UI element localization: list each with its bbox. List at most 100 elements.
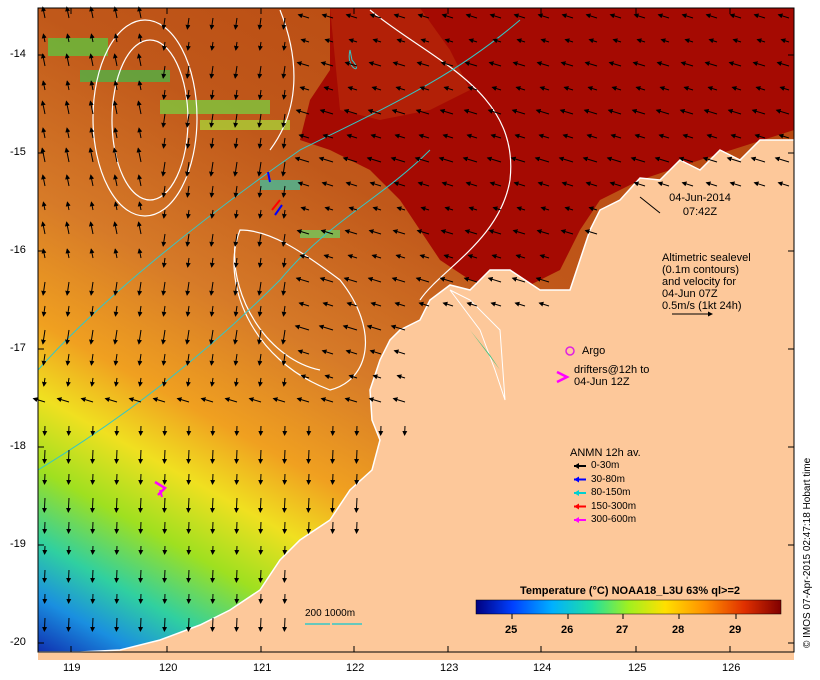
velocity-arrow — [114, 497, 119, 513]
velocity-arrow — [186, 473, 192, 485]
velocity-arrow — [320, 61, 334, 67]
velocity-arrow — [306, 473, 312, 485]
velocity-arrow — [65, 353, 71, 366]
velocity-arrow — [233, 89, 239, 100]
velocity-arrow — [137, 248, 143, 259]
velocity-arrow — [330, 497, 335, 513]
velocity-arrow — [511, 276, 526, 283]
velocity-arrow — [754, 133, 766, 139]
velocity-arrow — [88, 100, 94, 115]
velocity-arrow — [233, 281, 239, 296]
velocity-arrow — [113, 80, 119, 91]
velocity-arrow — [138, 617, 144, 632]
velocity-arrow — [562, 133, 574, 139]
velocity-arrow — [137, 174, 143, 187]
velocity-arrow — [258, 617, 264, 632]
velocity-arrow — [233, 41, 239, 51]
velocity-arrow — [114, 473, 120, 485]
velocity-arrow — [584, 61, 598, 67]
velocity-arrow — [299, 254, 310, 259]
velocity-arrow — [705, 181, 718, 187]
velocity-arrow — [466, 301, 478, 307]
anmn-legend-arrowhead — [574, 476, 579, 483]
velocity-arrow — [161, 89, 167, 100]
velocity-arrow — [233, 305, 239, 317]
land-mass — [38, 140, 794, 660]
velocity-arrow — [439, 276, 454, 283]
velocity-arrow — [560, 61, 574, 67]
velocity-arrow — [393, 349, 406, 355]
drifter-markers — [154, 171, 283, 498]
velocity-arrow — [487, 276, 502, 283]
velocity-arrow — [320, 229, 334, 235]
velocity-arrow — [161, 233, 167, 247]
velocity-arrow — [41, 353, 47, 366]
velocity-arrow — [321, 349, 334, 355]
velocity-arrow — [587, 86, 598, 91]
velocity-arrow — [467, 254, 478, 259]
anmn-legend-arrowhead — [574, 503, 579, 510]
velocity-arrow — [463, 276, 478, 283]
velocity-arrow — [64, 221, 70, 235]
velocity-arrow — [137, 33, 143, 43]
velocity-arrow — [257, 329, 262, 345]
velocity-arrow — [367, 108, 382, 115]
velocity-arrow — [323, 254, 334, 259]
velocity-arrow — [281, 89, 287, 100]
velocity-arrow — [728, 61, 742, 67]
velocity-arrow — [281, 281, 287, 296]
velocity-arrow — [583, 108, 598, 115]
sealevel-annotation: Altimetric sealevel (0.1m contours) and ve… — [662, 252, 751, 312]
velocity-arrow — [512, 229, 526, 235]
velocity-arrow — [281, 113, 287, 128]
velocity-arrow — [516, 206, 526, 212]
sealevel-line: Altimetric sealevel — [662, 252, 751, 264]
velocity-arrow — [136, 147, 142, 163]
velocity-arrow — [257, 377, 263, 387]
velocity-arrow — [678, 156, 694, 163]
velocity-arrow — [348, 38, 358, 44]
velocity-arrow — [320, 397, 334, 403]
velocity-arrow — [756, 38, 766, 44]
velocity-arrow — [65, 377, 71, 387]
velocity-arrow — [186, 617, 192, 632]
velocity-arrow — [369, 181, 382, 187]
temperature-colorbar — [475, 599, 782, 615]
colorbar-tick-label: 29 — [729, 624, 742, 636]
velocity-arrow — [234, 449, 240, 464]
velocity-arrow — [656, 61, 670, 67]
velocity-arrow — [306, 497, 311, 513]
velocity-arrow — [282, 473, 288, 485]
velocity-arrow — [65, 248, 71, 259]
velocity-arrow — [564, 206, 574, 212]
velocity-arrow — [466, 133, 478, 139]
sealevel-line: 0.5m/s (1kt 24h) — [662, 300, 742, 312]
velocity-arrow — [585, 13, 598, 19]
velocity-arrow — [418, 301, 430, 307]
velocity-arrow — [114, 617, 120, 632]
velocity-arrow — [443, 254, 454, 259]
velocity-arrow — [297, 13, 310, 19]
velocity-arrow — [393, 181, 406, 187]
velocity-arrow — [488, 229, 502, 235]
velocity-arrow — [657, 181, 670, 187]
velocity-arrow — [539, 254, 550, 259]
velocity-arrow — [185, 161, 190, 177]
velocity-arrow — [186, 569, 192, 583]
velocity-arrow — [162, 569, 168, 583]
velocity-arrow — [367, 276, 382, 283]
velocity-arrow — [186, 521, 192, 534]
velocity-arrow — [560, 229, 574, 235]
velocity-arrow — [137, 6, 143, 19]
velocity-arrow — [89, 305, 95, 317]
velocity-arrow — [88, 53, 94, 67]
velocity-arrow — [515, 86, 526, 91]
velocity-arrow — [185, 113, 191, 128]
velocity-arrow — [42, 449, 48, 464]
velocity-arrow — [234, 473, 240, 485]
velocity-arrow — [534, 156, 550, 163]
velocity-arrow — [343, 108, 358, 115]
velocity-arrow — [281, 161, 286, 177]
velocity-arrow — [319, 108, 334, 115]
velocity-arrow — [56, 397, 70, 403]
